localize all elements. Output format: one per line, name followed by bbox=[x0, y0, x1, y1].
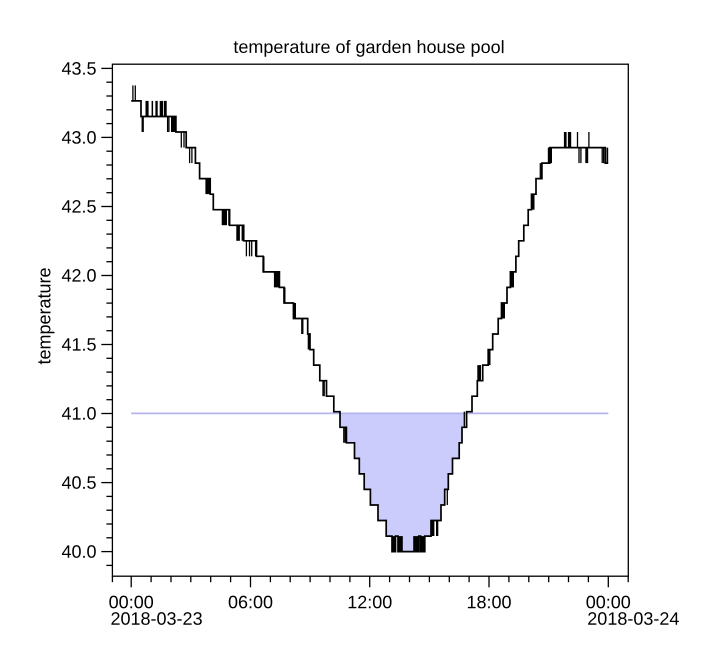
svg-text:41.5: 41.5 bbox=[61, 335, 96, 355]
svg-text:43.0: 43.0 bbox=[61, 128, 96, 148]
svg-text:temperature: temperature bbox=[35, 267, 55, 364]
svg-text:12:00: 12:00 bbox=[347, 592, 392, 612]
svg-text:2018-03-24: 2018-03-24 bbox=[587, 609, 679, 629]
svg-text:18:00: 18:00 bbox=[466, 592, 511, 612]
svg-text:06:00: 06:00 bbox=[228, 592, 273, 612]
svg-text:40.5: 40.5 bbox=[61, 473, 96, 493]
svg-text:42.5: 42.5 bbox=[61, 197, 96, 217]
svg-text:00:00: 00:00 bbox=[586, 592, 631, 612]
svg-text:2018-03-23: 2018-03-23 bbox=[110, 609, 202, 629]
svg-text:00:00: 00:00 bbox=[109, 592, 154, 612]
svg-text:43.5: 43.5 bbox=[61, 59, 96, 79]
svg-text:40.0: 40.0 bbox=[61, 542, 96, 562]
svg-text:temperature of garden house po: temperature of garden house pool bbox=[233, 37, 504, 57]
svg-text:41.0: 41.0 bbox=[61, 404, 96, 424]
svg-text:42.0: 42.0 bbox=[61, 266, 96, 286]
